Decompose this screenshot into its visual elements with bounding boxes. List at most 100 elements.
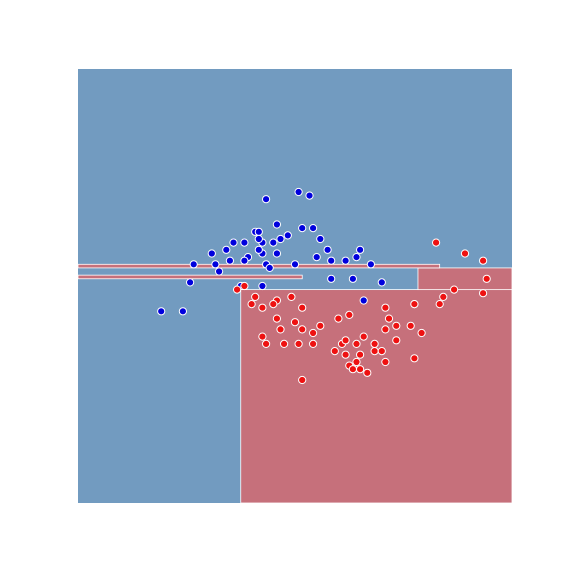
blue-point-12 [254,245,263,254]
red-point-38 [356,365,365,374]
red-point-35 [392,321,401,330]
red-point-44 [435,300,444,309]
red-point-9 [262,339,271,348]
blue-point-39 [341,256,350,265]
red-point-26 [370,339,379,348]
blue-point-3 [283,231,292,240]
blue-point-44 [377,278,386,287]
red-point-10 [258,332,267,341]
region-red-3 [77,263,441,269]
blue-point-38 [327,274,336,283]
blue-point-26 [189,260,198,269]
red-point-49 [479,256,488,265]
red-point-24 [359,332,368,341]
red-point-5 [247,300,256,309]
red-point-14 [309,328,318,338]
blue-point-23 [225,256,234,265]
red-point-37 [384,314,394,323]
red-point-6 [233,285,242,294]
red-point-15 [298,303,307,312]
blue-point-37 [323,245,332,254]
red-point-29 [352,357,361,367]
red-point-36 [377,347,386,356]
red-point-34 [392,336,401,345]
red-point-21 [330,347,339,356]
red-point-52 [460,249,470,258]
red-point-28 [381,303,390,312]
red-point-51 [410,300,419,309]
blue-point-10 [272,249,281,258]
region-red-2 [417,267,513,291]
red-point-16 [298,325,307,334]
blue-point-21 [222,245,231,254]
blue-point-30 [254,227,263,236]
blue-point-41 [352,253,361,262]
red-point-27 [381,325,390,334]
red-point-40 [410,354,419,363]
blue-point-40 [348,274,357,283]
blue-point-28 [157,307,166,316]
blue-point-20 [229,238,238,247]
red-point-31 [341,350,350,359]
red-point-3 [276,325,285,334]
blue-point-45 [359,296,368,305]
blue-point-27 [186,278,195,287]
red-point-47 [479,289,488,298]
red-point-4 [258,303,267,312]
red-point-55 [287,292,296,301]
blue-point-46 [327,256,336,265]
blue-point-6 [294,187,303,197]
red-point-41 [417,328,426,338]
red-point-7 [240,281,249,291]
blue-point-19 [265,263,274,272]
red-point-50 [432,238,441,247]
red-point-12 [294,339,303,348]
blue-point-24 [211,260,220,269]
red-point-54 [272,314,281,323]
red-point-48 [482,274,491,283]
red-point-33 [381,357,390,367]
red-point-11 [280,339,289,348]
blue-point-33 [258,281,267,291]
red-point-2 [290,318,300,327]
red-point-8 [269,300,278,309]
red-point-45 [450,285,459,294]
blue-point-25 [215,267,224,276]
region-red-1 [240,289,513,504]
blue-point-42 [356,245,365,254]
blue-point-43 [366,260,375,269]
blue-point-15 [240,238,249,247]
blue-point-8 [272,220,281,229]
red-point-42 [406,321,415,330]
blue-point-22 [207,249,216,258]
blue-point-31 [254,234,263,244]
red-point-23 [352,339,361,348]
red-point-13 [309,339,318,348]
decision-regions [77,69,513,504]
blue-point-9 [269,238,278,247]
blue-point-4 [290,260,300,269]
red-point-18 [334,314,343,323]
red-point-19 [345,310,354,319]
blue-point-36 [312,253,321,262]
red-point-56 [298,375,307,385]
blue-point-7 [305,191,314,200]
blue-point-17 [276,234,285,244]
red-point-22 [341,336,350,345]
blue-point-29 [178,307,187,316]
region-red-4 [77,274,303,280]
blue-point-2 [298,224,307,233]
data-points [157,187,491,385]
blue-point-34 [240,256,249,265]
red-point-46 [439,292,448,301]
red-point-32 [356,350,365,359]
blue-point-5 [309,224,318,233]
blue-point-1 [262,195,271,204]
red-point-25 [370,347,379,356]
red-point-57 [363,368,372,377]
red-point-53 [251,292,260,301]
red-point-39 [348,365,357,374]
red-point-17 [316,321,325,330]
